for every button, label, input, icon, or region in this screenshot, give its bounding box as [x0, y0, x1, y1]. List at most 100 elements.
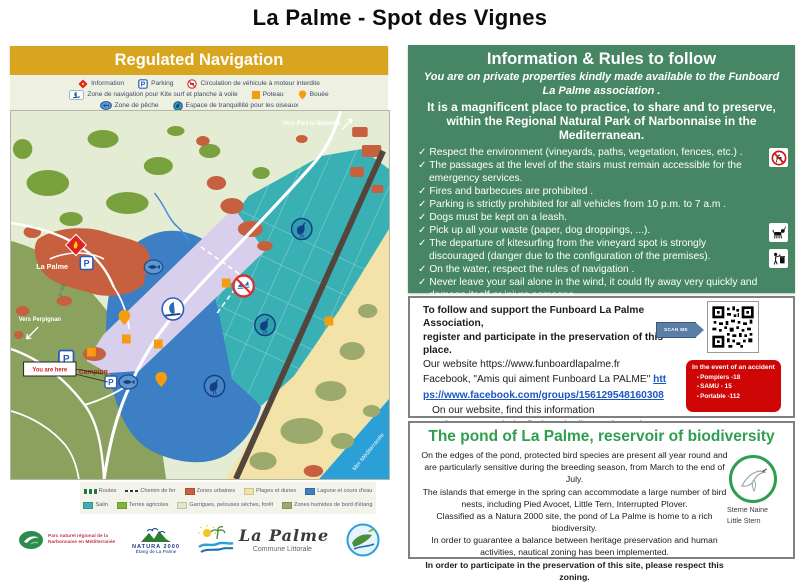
- legend-item-birds: Espace de tranquillité pour les oiseaux: [172, 100, 298, 111]
- bird-name-en: Little Stern: [727, 517, 761, 525]
- legend-item-urban: Zones urbaines: [184, 487, 235, 495]
- parc-text-line2: Narbonnaise en Méditerranée: [48, 540, 116, 545]
- legend-label: Poteau: [262, 91, 284, 98]
- legend-label: Zone de pêche: [114, 102, 159, 109]
- bird-zone-icon: [254, 313, 276, 337]
- legend-item-beaches: Plages et dunes: [244, 487, 296, 495]
- poteau-marker-icon: [251, 90, 260, 99]
- litter-disposal-icon: [769, 249, 788, 268]
- legend-item-railway: Chemin de fer: [125, 488, 176, 494]
- rules-intro-bold: It is a magnificent place to practice, t…: [427, 99, 776, 143]
- vers-port-label: Vers Port la Nouvelle: [283, 121, 341, 127]
- no-kitesurf-sign-icon: [232, 274, 255, 298]
- legend-label: Parking: [151, 80, 174, 87]
- association-facebook: Facebook, "Amis qui aiment Funboard La P…: [423, 372, 671, 403]
- pond-panel: The pond of La Palme, reservoir of biodi…: [408, 421, 795, 582]
- map-dune-vegetation: [249, 304, 381, 470]
- bouee-marker-icon: [298, 90, 306, 99]
- accident-item: Pompiers -18: [692, 374, 775, 381]
- bird-zone-icon: [290, 217, 313, 241]
- info-diamond-icon: [78, 78, 88, 89]
- svg-text:You are here: You are here: [32, 367, 67, 373]
- garrigues-swatch: [177, 501, 188, 509]
- rule-item: Parking is strictly prohibited for all v…: [418, 198, 761, 211]
- natura-2000-icon: [141, 527, 171, 542]
- lapalme-subtitle: Commune Littorale: [252, 545, 312, 553]
- accident-item: Portable -112: [692, 393, 775, 400]
- legend-item-kite-zone: Zone de navigation pour Kite surf et pla…: [69, 89, 238, 100]
- logos-row: Parc naturel régional de la Narbonnaise e…: [10, 518, 388, 562]
- parking-icon: P: [104, 375, 118, 389]
- fishing-zone-icon: [118, 374, 139, 390]
- legend-item-poteau: Poteau: [251, 90, 284, 99]
- pond-paragraph: Classified as a Natura 2000 site, the po…: [436, 510, 713, 534]
- rule-item: Respect the environment (vineyards, path…: [418, 146, 761, 159]
- bird-zone-icon: [203, 374, 226, 398]
- legend-item-salin: Salin: [83, 501, 108, 509]
- map-legend-top: Information P Parking Circulation de véh…: [10, 75, 388, 111]
- svg-text:P: P: [84, 258, 90, 268]
- pond-paragraph: In order to guarantee a balance between …: [431, 535, 718, 558]
- scan-me-arrow: SCAN ME: [656, 322, 704, 338]
- legend-item-bouee: Bouée: [298, 90, 329, 100]
- accident-panel: In the event of an accident Pompiers -18…: [686, 360, 781, 412]
- no-barbecue-icon: [769, 148, 788, 167]
- accident-title: In the event of an accident: [692, 364, 775, 371]
- windsurf-zone-icon: [69, 89, 85, 100]
- lapalme-name: La Palme: [238, 525, 330, 545]
- pond-paragraph: On the edges of the pond, protected bird…: [421, 450, 728, 485]
- facebook-prefix: Facebook, "Amis qui aiment Funboard La P…: [423, 374, 654, 386]
- info-diamond-icon: [64, 233, 87, 257]
- logo-parc-naturel: Parc naturel régional de la Narbonnaise e…: [18, 530, 115, 550]
- page-title: La Palme - Spot des Vignes: [252, 5, 548, 30]
- parc-text-line1: Parc naturel régional de la: [48, 534, 108, 540]
- svg-text:P: P: [108, 377, 114, 387]
- map-stream: [153, 192, 190, 242]
- rule-item: Never leave your sail alone in the wind,…: [418, 276, 761, 302]
- bird-zone-icon: [172, 100, 183, 111]
- bouee-markers: [118, 310, 168, 387]
- you-are-here-box: You are here: [23, 361, 109, 383]
- legend-item-garrigues: Garrigues, pelouses sèches, forêt: [177, 501, 273, 509]
- rule-item: Pick up all your waste (paper, dog dropp…: [418, 224, 761, 237]
- legend-label: Bouée: [309, 91, 329, 98]
- association-intro-line2: register and participate in the preserva…: [423, 331, 664, 356]
- map-sea: [319, 399, 389, 479]
- rules-intro-italic: You are on private properties kindly mad…: [423, 71, 780, 97]
- rule-item: The departure of kitesurfing from the vi…: [418, 237, 761, 263]
- association-panel: To follow and support the Funboard La Pa…: [408, 296, 795, 431]
- lagoon-swatch: [305, 487, 316, 495]
- pond-body: On the edges of the pond, protected bird…: [418, 449, 731, 583]
- la-palme-commune-icon: [197, 525, 234, 553]
- wetlands-swatch: [282, 501, 293, 509]
- map-bird-zone: [204, 149, 389, 406]
- rule-item: Fires and barbecues are prohibited .: [418, 185, 761, 198]
- accident-item: SAMU - 15: [692, 383, 775, 390]
- qr-code-icon: [711, 305, 755, 349]
- rule-item: On the water, respect the rules of navig…: [418, 263, 761, 276]
- legend-item-farmland: Terres agricoles: [116, 501, 168, 509]
- regulated-navigation-header: Regulated Navigation: [10, 46, 388, 75]
- parking-icon: P: [79, 255, 94, 271]
- parc-naturel-icon: [19, 531, 43, 549]
- facebook-link[interactable]: https://www.facebook.com/groups/15612954…: [423, 374, 667, 401]
- legend-item-wetlands: Zones humides de bord d'étang: [282, 501, 373, 509]
- pond-paragraph: The islands that emerge in the spring ca…: [422, 486, 727, 509]
- logo-natura-2000: NATURA 2000 Étang de La Palme: [132, 526, 180, 555]
- fishing-zone-icon: [143, 259, 164, 275]
- rule-item: Dogs must be kept on a leash.: [418, 211, 761, 224]
- map-navigation-corridor: [86, 208, 265, 373]
- legend-item-lagoon: Lagune et cours d'eau: [305, 487, 372, 495]
- fishing-zone-icon: [99, 101, 112, 110]
- legend-label: Circulation de véhicule à moteur interdi…: [200, 80, 320, 87]
- rule-item: The passages at the level of the stairs …: [418, 159, 761, 185]
- legend-item-no-motor: Circulation de véhicule à moteur interdi…: [187, 78, 320, 89]
- farmland-swatch: [116, 501, 127, 509]
- legend-item-routes: Routes: [83, 488, 116, 494]
- routes-swatch: [83, 488, 97, 494]
- bird-name-fr: Sterne Naine: [727, 507, 768, 514]
- rules-panel: Information & Rules to follow You are on…: [408, 45, 795, 301]
- pond-title: The pond of La Palme, reservoir of biodi…: [428, 428, 775, 445]
- rules-list: Respect the environment (vineyards, path…: [418, 146, 785, 303]
- map-legend-bottom: Routes Chemin de fer Zones urbaines Plag…: [80, 482, 376, 514]
